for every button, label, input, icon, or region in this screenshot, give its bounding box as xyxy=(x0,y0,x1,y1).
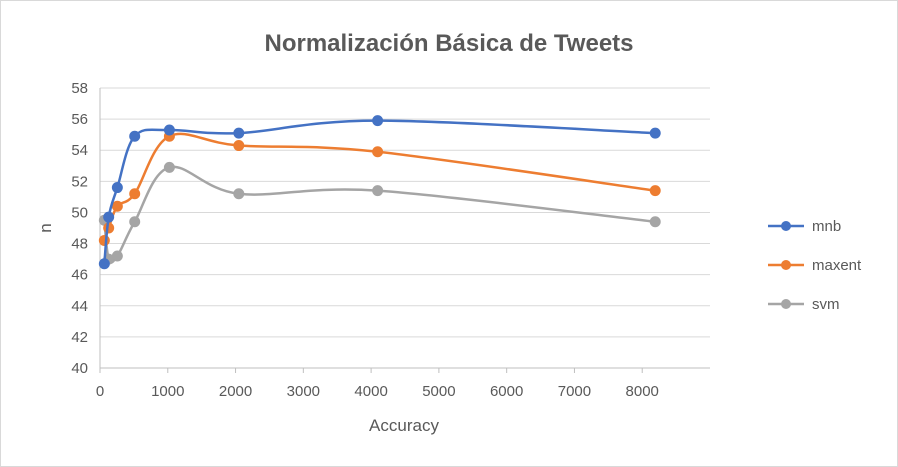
data-point-mnb xyxy=(163,124,175,136)
x-axis-title: Accuracy xyxy=(369,416,439,435)
gridlines xyxy=(100,87,710,338)
x-tick-label: 0 xyxy=(96,383,104,400)
y-axis-title: n xyxy=(36,223,55,232)
x-tick-label: 7000 xyxy=(558,383,591,400)
y-tick-label: 56 xyxy=(71,111,88,128)
x-tick-label: 1000 xyxy=(151,383,184,400)
y-tick-label: 58 xyxy=(71,80,88,97)
series-mnb xyxy=(98,115,661,270)
data-point-maxent xyxy=(98,234,110,246)
x-tick-label: 6000 xyxy=(490,383,523,400)
legend-label: mnb xyxy=(812,218,841,235)
x-tick-label: 3000 xyxy=(287,383,320,400)
legend-label: svm xyxy=(812,296,840,313)
y-tick-label: 42 xyxy=(71,329,88,346)
y-tick-label: 50 xyxy=(71,204,88,221)
legend-item-svm: svm xyxy=(768,296,840,313)
legend-item-mnb: mnb xyxy=(768,218,841,235)
legend-item-maxent: maxent xyxy=(768,257,862,274)
data-point-maxent xyxy=(111,200,123,212)
data-point-svm xyxy=(649,216,661,228)
y-tick-label: 46 xyxy=(71,267,88,284)
legend-label: maxent xyxy=(812,257,862,274)
x-tick-label: 5000 xyxy=(422,383,455,400)
data-point-svm xyxy=(163,161,175,173)
data-point-mnb xyxy=(103,211,115,223)
data-point-mnb xyxy=(98,258,110,270)
legend-swatch-marker xyxy=(781,221,791,231)
y-tick-label: 48 xyxy=(71,236,88,253)
data-point-mnb xyxy=(129,130,141,142)
data-point-svm xyxy=(372,185,384,197)
data-point-svm xyxy=(111,250,123,262)
chart-title: Normalización Básica de Tweets xyxy=(264,30,633,57)
data-point-mnb xyxy=(233,127,245,139)
data-point-mnb xyxy=(372,115,384,127)
data-point-svm xyxy=(233,188,245,200)
legend-swatch-marker xyxy=(781,260,791,270)
axes: 40 42 44 46 48 50 52 54 56 58 0 1000 2000 3000 4000 500… xyxy=(71,80,710,400)
data-point-maxent xyxy=(233,140,245,152)
series-line-mnb xyxy=(103,119,657,266)
data-point-maxent xyxy=(129,188,141,200)
x-tick-label: 8000 xyxy=(626,383,659,400)
y-tick-label: 52 xyxy=(71,173,88,190)
data-point-mnb xyxy=(649,127,661,139)
y-tick-label: 54 xyxy=(71,142,88,159)
x-tick-label: 4000 xyxy=(354,383,387,400)
legend: mnb maxent svm xyxy=(768,218,862,313)
x-tick-label: 2000 xyxy=(219,383,252,400)
legend-swatch-marker xyxy=(781,299,791,309)
series-svm xyxy=(98,161,661,265)
data-point-svm xyxy=(129,216,141,228)
data-point-mnb xyxy=(111,182,123,194)
data-point-maxent xyxy=(372,146,384,158)
y-tick-label: 44 xyxy=(71,298,88,315)
y-tick-label: 40 xyxy=(71,360,88,377)
series-lines xyxy=(98,115,661,270)
data-point-maxent xyxy=(649,185,661,197)
